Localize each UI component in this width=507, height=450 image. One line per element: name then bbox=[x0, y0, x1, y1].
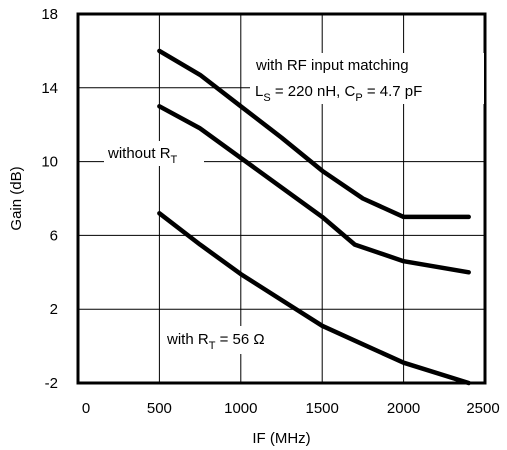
x-tick-label: 0 bbox=[82, 400, 90, 417]
series-line-3 bbox=[157, 211, 471, 386]
plot-frame bbox=[76, 12, 487, 385]
annotation-rf-matching: with RF input matching LS = 220 nH, CP =… bbox=[250, 53, 484, 104]
annotation-without-rt: without RT bbox=[104, 141, 204, 166]
x-axis-label: IF (MHz) bbox=[252, 430, 310, 447]
y-axis-label: Gain (dB) bbox=[8, 166, 25, 230]
x-tick-label: 2000 bbox=[387, 400, 420, 417]
annotation-without-rt-text: without RT bbox=[107, 145, 178, 166]
y-tick-label: -2 bbox=[45, 375, 58, 392]
series-line-1 bbox=[157, 48, 471, 220]
x-tick-label: 1500 bbox=[306, 400, 339, 417]
annotation-rf-matching-line1: with RF input matching bbox=[255, 57, 409, 74]
x-tick-label: 1000 bbox=[224, 400, 257, 417]
y-tick-label: 2 bbox=[50, 301, 58, 318]
y-tick-label: 6 bbox=[50, 227, 58, 244]
x-tick-labels: 0 500 1000 1500 2000 2500 bbox=[82, 400, 500, 417]
x-tick-label: 500 bbox=[147, 400, 172, 417]
annotation-with-rt: with RT = 56 Ω bbox=[164, 326, 298, 354]
y-tick-label: 18 bbox=[41, 6, 58, 23]
series-line-2 bbox=[157, 104, 471, 275]
annotation-with-rt-text: with RT = 56 Ω bbox=[166, 331, 265, 352]
annotation-rf-matching-line2: LS = 220 nH, CP = 4.7 pF bbox=[255, 83, 422, 104]
series-lines bbox=[157, 48, 471, 386]
y-tick-label: 10 bbox=[41, 154, 58, 171]
x-tick-label: 2500 bbox=[466, 400, 499, 417]
y-tick-label: 14 bbox=[41, 80, 58, 97]
y-tick-labels: -2 2 6 10 14 18 bbox=[41, 6, 58, 392]
